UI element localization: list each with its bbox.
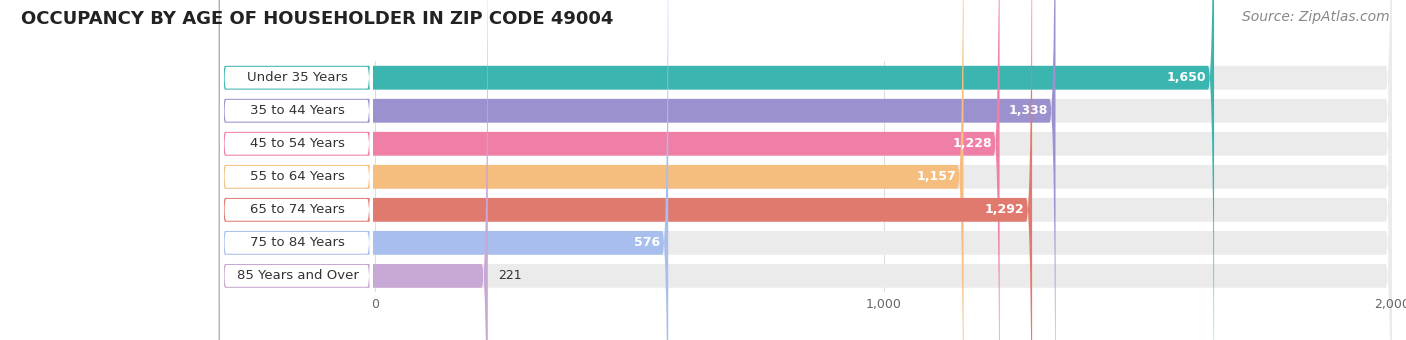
FancyBboxPatch shape: [219, 0, 1056, 340]
Text: 85 Years and Over: 85 Years and Over: [236, 269, 359, 283]
Text: 1,338: 1,338: [1008, 104, 1047, 117]
Text: Under 35 Years: Under 35 Years: [247, 71, 349, 84]
FancyBboxPatch shape: [219, 0, 668, 340]
Text: 576: 576: [634, 236, 661, 249]
FancyBboxPatch shape: [219, 0, 1032, 340]
Text: 1,157: 1,157: [917, 170, 956, 183]
FancyBboxPatch shape: [219, 0, 488, 340]
Text: 65 to 74 Years: 65 to 74 Years: [250, 203, 344, 216]
Text: 221: 221: [498, 269, 522, 283]
Text: 75 to 84 Years: 75 to 84 Years: [250, 236, 344, 249]
FancyBboxPatch shape: [219, 0, 1392, 340]
Text: 1,228: 1,228: [952, 137, 993, 150]
FancyBboxPatch shape: [219, 0, 1392, 340]
FancyBboxPatch shape: [221, 0, 373, 340]
FancyBboxPatch shape: [221, 0, 373, 340]
FancyBboxPatch shape: [219, 0, 1392, 340]
Text: Source: ZipAtlas.com: Source: ZipAtlas.com: [1241, 10, 1389, 24]
FancyBboxPatch shape: [219, 0, 1392, 340]
Text: 1,650: 1,650: [1167, 71, 1206, 84]
Text: 45 to 54 Years: 45 to 54 Years: [250, 137, 344, 150]
FancyBboxPatch shape: [221, 0, 373, 340]
FancyBboxPatch shape: [219, 0, 1392, 340]
FancyBboxPatch shape: [219, 0, 1213, 340]
FancyBboxPatch shape: [219, 0, 963, 340]
Text: 35 to 44 Years: 35 to 44 Years: [250, 104, 344, 117]
FancyBboxPatch shape: [219, 0, 1392, 340]
FancyBboxPatch shape: [219, 0, 1392, 340]
Text: 1,292: 1,292: [984, 203, 1025, 216]
FancyBboxPatch shape: [221, 0, 373, 340]
Text: OCCUPANCY BY AGE OF HOUSEHOLDER IN ZIP CODE 49004: OCCUPANCY BY AGE OF HOUSEHOLDER IN ZIP C…: [21, 10, 613, 28]
FancyBboxPatch shape: [219, 0, 1000, 340]
FancyBboxPatch shape: [221, 0, 373, 340]
Text: 55 to 64 Years: 55 to 64 Years: [250, 170, 344, 183]
FancyBboxPatch shape: [221, 0, 373, 340]
FancyBboxPatch shape: [221, 0, 373, 340]
